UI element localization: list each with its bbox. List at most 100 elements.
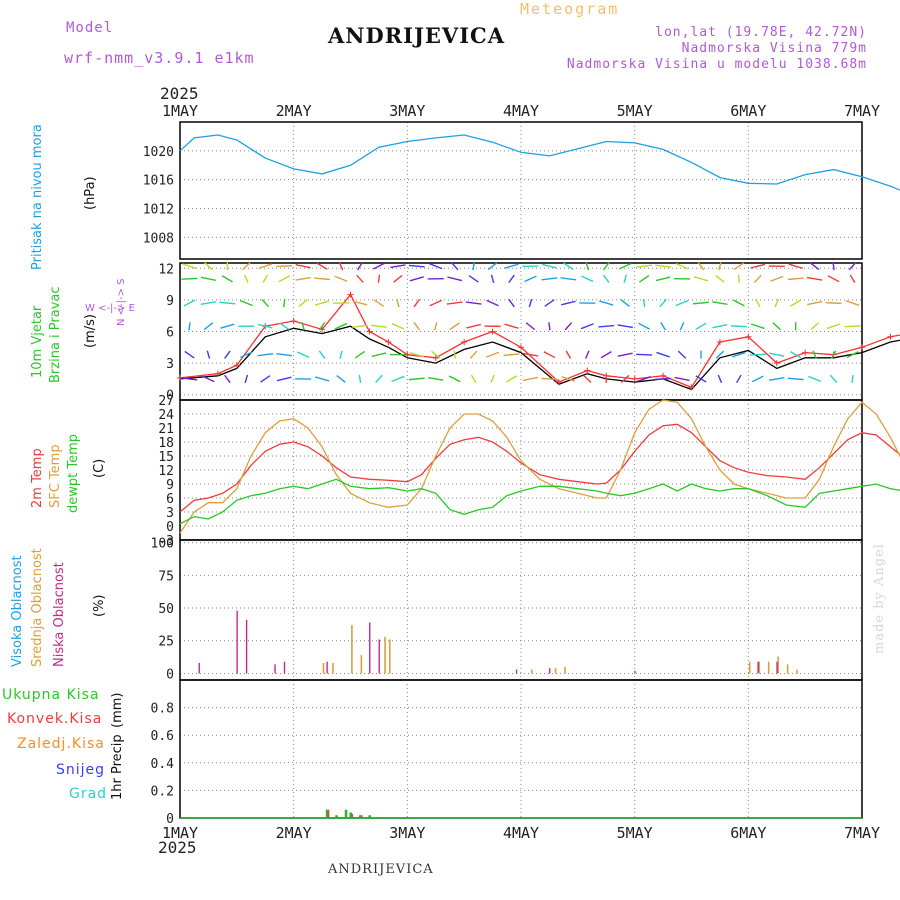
wind-arrow <box>697 261 705 271</box>
cloud-bar-mid <box>388 639 391 674</box>
wind-arrow <box>470 374 477 384</box>
y-tick-label: 0 <box>166 520 174 535</box>
wind-arrow <box>188 322 191 331</box>
y-tick-label: 21 <box>158 422 174 437</box>
station-elevation: Nadmorska Visina 779m <box>681 41 867 56</box>
wind-arrow <box>642 298 646 308</box>
wind-arrow <box>504 263 519 269</box>
wind-arrow <box>204 262 213 271</box>
wind-arrow <box>659 298 667 308</box>
wind-arrow <box>203 322 214 331</box>
cloud-bar-mid <box>384 636 386 674</box>
precip-bar-total <box>335 815 338 818</box>
y-tick-label: 25 <box>158 635 174 650</box>
gust-marker <box>432 354 439 361</box>
model-name: wrf-nmm_v3.9.1 e1km <box>64 49 255 67</box>
gust-marker <box>716 339 723 346</box>
wind-arrow <box>751 375 764 383</box>
wind-arrow <box>675 299 689 307</box>
wind-arrow <box>466 323 481 329</box>
cloud-bar-mid <box>777 656 779 674</box>
precip-bar-total <box>325 809 329 818</box>
gust-marker <box>489 328 496 335</box>
cloud-bar-mid <box>360 655 363 674</box>
gust-marker <box>347 291 354 298</box>
wind-arrow <box>409 276 424 282</box>
wind-arrow <box>465 301 482 305</box>
wind-arrow <box>638 322 651 330</box>
y-tick-label: 18 <box>158 436 174 451</box>
wind-arrow <box>357 261 363 271</box>
y-tick-label: 1012 <box>143 203 174 218</box>
wind-arrow <box>809 262 820 271</box>
wind-arrow <box>200 276 216 281</box>
x-tick-label-top: 7MAY <box>844 102 880 120</box>
wind-arrow <box>832 262 835 271</box>
y-tick-label: 9 <box>166 294 174 309</box>
wind-arrow <box>717 374 723 384</box>
legend-frozen-rain: Zaledj.Kisa <box>17 736 105 752</box>
x-tick-label-bottom: 1MAY <box>162 824 198 842</box>
wind-arrow <box>373 262 385 270</box>
wind-arrow <box>679 322 685 331</box>
wind-arrow <box>660 322 666 331</box>
cloud-bar-low <box>245 619 248 674</box>
y-tick-label: 27 <box>158 394 174 409</box>
wind-arrow <box>542 263 557 269</box>
wind-arrow <box>200 301 217 305</box>
wind-arrow <box>240 351 253 358</box>
wind-arrow <box>639 274 650 283</box>
cloud-bar-low <box>757 661 759 674</box>
wind-arrow <box>830 350 837 359</box>
wind-arrow <box>486 299 499 307</box>
cloud-bar-low <box>198 662 200 674</box>
wind-arrow <box>446 301 463 305</box>
y-tick-label: 3 <box>166 357 174 372</box>
wind-arrow <box>375 374 383 384</box>
wind-arrow <box>276 265 293 268</box>
series-line <box>179 399 900 534</box>
wind-arrow <box>295 263 311 269</box>
wind-arrow <box>695 322 707 330</box>
wind-arrow <box>183 299 196 307</box>
y-tick-label: 0.2 <box>151 784 174 799</box>
wind-arrow <box>737 274 741 283</box>
wind-arrow <box>282 298 286 308</box>
gust-marker <box>461 339 468 346</box>
wind-arrow <box>257 353 274 357</box>
wind-arrow <box>219 301 236 305</box>
x-tick-label-top: 4MAY <box>503 102 539 120</box>
wind-arrow <box>528 298 533 308</box>
wind-arrow <box>181 277 198 280</box>
wind-arrow <box>583 374 592 383</box>
cloud-bar-mid <box>748 661 751 674</box>
wind-arrow <box>677 350 687 359</box>
gust-marker <box>802 349 809 356</box>
gust-marker <box>518 344 524 351</box>
wind-arrow <box>490 274 495 283</box>
wind-arrow <box>371 324 387 328</box>
wind-arrow <box>548 322 551 331</box>
wind-arrow <box>318 322 326 331</box>
legend-total-rain: Ukupna Kisa <box>2 687 100 703</box>
x-year-top: 2025 <box>160 84 199 103</box>
wind-arrow <box>314 376 330 382</box>
precip-bar-conv <box>351 813 353 818</box>
y-tick-label: 1016 <box>143 174 174 189</box>
wind-arrow <box>334 322 348 330</box>
wind-arrow <box>261 298 270 308</box>
wind-arrow <box>693 301 709 305</box>
station-title: ANDRIJEVICA <box>328 23 506 48</box>
wind-arrow <box>314 277 331 281</box>
wind-arrow <box>206 350 211 359</box>
y-tick-label: 100 <box>151 537 174 552</box>
gust-marker <box>555 379 562 386</box>
wind-arrow <box>787 277 804 281</box>
y-tick-label: 15 <box>158 450 174 465</box>
y-tick-label: 0 <box>166 389 174 404</box>
wind-arrow <box>787 377 804 381</box>
wind-arrow <box>561 300 576 306</box>
wind-arrow <box>296 351 310 358</box>
y-tick-label: 12 <box>158 464 174 479</box>
